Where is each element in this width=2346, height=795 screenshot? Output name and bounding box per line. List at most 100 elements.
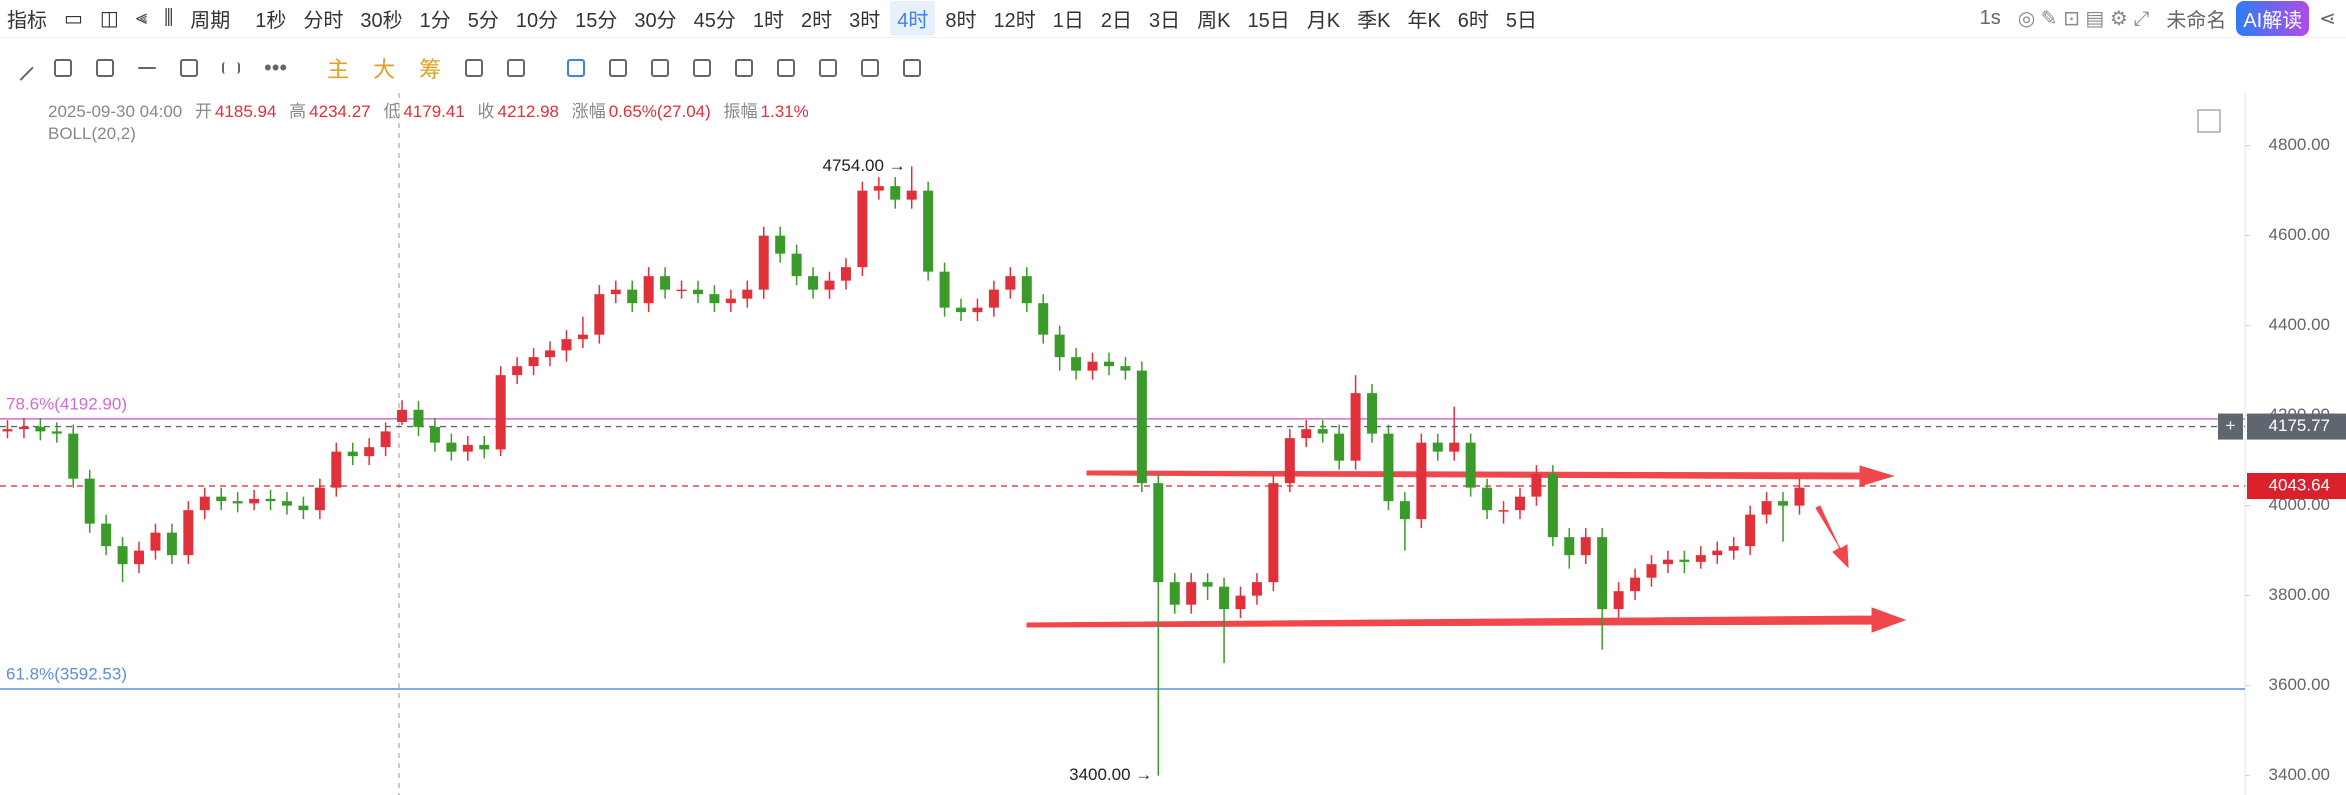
candle-body — [1679, 559, 1690, 562]
period-option[interactable]: 2时 — [801, 10, 833, 32]
tool[interactable]: ••• — [264, 55, 288, 80]
period-option[interactable]: 1秒 — [255, 10, 287, 32]
candle-body — [281, 501, 292, 506]
period-option[interactable]: 8时 — [945, 10, 977, 32]
candle-body — [1514, 496, 1525, 511]
candle-body — [1153, 483, 1164, 583]
candle-body — [692, 289, 703, 295]
candle-body — [824, 280, 835, 290]
period-option[interactable]: 分时 — [303, 10, 344, 32]
candle-body — [577, 334, 588, 340]
share-icon[interactable]: ⋖ — [2319, 8, 2336, 30]
main-button[interactable]: 主 — [327, 57, 350, 82]
y-tick-label: 3800.00 — [2269, 585, 2330, 604]
y-tick-label: 3400.00 — [2269, 765, 2330, 784]
interval[interactable]: 1s — [1979, 7, 2001, 29]
ai-button[interactable]: AI解读 — [2236, 1, 2310, 36]
tool[interactable] — [180, 59, 198, 77]
period-option[interactable]: 15分 — [575, 10, 618, 32]
period-option[interactable]: 30秒 — [360, 10, 403, 32]
candle-body — [479, 444, 490, 450]
layout-name[interactable]: 未命名 — [2166, 10, 2227, 32]
candle-body — [1498, 510, 1509, 512]
label: 高 — [289, 102, 307, 121]
tool[interactable] — [54, 59, 72, 77]
candle-body — [134, 550, 145, 565]
period-option[interactable]: 1日 — [1052, 10, 1084, 32]
tool[interactable] — [222, 62, 240, 74]
tool[interactable] — [693, 59, 712, 77]
period-option[interactable]: 3时 — [849, 10, 881, 32]
candle-body — [512, 366, 523, 376]
icon[interactable]: ⫷ — [135, 7, 148, 29]
candle-body — [232, 501, 243, 504]
tool[interactable] — [567, 59, 586, 77]
period-option[interactable]: 1分 — [419, 10, 451, 32]
period-option[interactable]: 12时 — [993, 10, 1036, 32]
candle-body — [1284, 438, 1295, 484]
tool[interactable] — [861, 59, 880, 77]
indicator-button[interactable]: 指标 — [7, 10, 47, 32]
candle-body — [1120, 366, 1131, 371]
tool[interactable] — [903, 59, 922, 77]
period-option[interactable]: 1时 — [752, 10, 785, 32]
icon[interactable]: ◎ ✎ ⊡ ▤ ⚙ ⤢ — [2017, 8, 2150, 30]
period-option[interactable]: 45分 — [693, 10, 736, 32]
candle-body — [298, 505, 309, 511]
tool[interactable] — [138, 67, 156, 69]
candle-body — [249, 498, 260, 504]
candle-body — [1761, 501, 1772, 515]
chips-button[interactable]: 筹 — [419, 57, 442, 82]
candle-body — [364, 447, 375, 457]
period-option[interactable]: 周K — [1197, 10, 1231, 32]
period-option[interactable]: 年K — [1407, 10, 1441, 32]
candle-body — [1597, 537, 1608, 610]
tool[interactable] — [609, 59, 628, 77]
price-tag — [2247, 413, 2346, 440]
candle-body — [166, 532, 177, 556]
tool[interactable] — [507, 59, 526, 77]
big-button[interactable]: 大 — [373, 57, 396, 82]
expand-icon[interactable] — [2197, 109, 2221, 133]
candle-body — [1235, 595, 1246, 610]
icon[interactable]: ⫼ — [164, 7, 174, 29]
period-option[interactable]: 30分 — [634, 10, 677, 32]
value: 0.65%(27.04) — [608, 102, 711, 121]
period-option[interactable]: 6时 — [1457, 10, 1489, 32]
candle-body — [265, 498, 276, 502]
period-option[interactable]: 季K — [1357, 10, 1391, 32]
candle-body — [725, 298, 736, 304]
tool[interactable] — [819, 59, 838, 77]
period-option[interactable]: 5分 — [467, 10, 499, 32]
candle-body — [216, 496, 227, 502]
candle-body — [1334, 433, 1345, 461]
candle-body — [397, 409, 408, 422]
period-option[interactable]: 15日 — [1247, 10, 1290, 32]
candle-body — [594, 294, 605, 335]
icon[interactable]: ◫ — [99, 8, 119, 30]
tool[interactable] — [8, 55, 34, 81]
y-tick-label: 4600.00 — [2269, 225, 2330, 244]
period-button[interactable]: 周期 — [190, 10, 231, 32]
period-option[interactable]: 月K — [1306, 10, 1341, 32]
candle-body — [1646, 564, 1657, 578]
period-option[interactable]: 2日 — [1100, 10, 1133, 32]
tool[interactable] — [777, 59, 796, 77]
candle-body — [68, 433, 79, 479]
period-option[interactable]: 4时 — [890, 1, 936, 36]
tool[interactable] — [96, 59, 114, 77]
candle-body — [1005, 276, 1016, 290]
label: 收 — [477, 102, 495, 121]
tool[interactable] — [651, 59, 670, 77]
period-option[interactable]: 5日 — [1505, 10, 1538, 32]
period-option[interactable]: 10分 — [515, 10, 559, 32]
tool[interactable] — [465, 59, 484, 77]
candle-body — [331, 451, 342, 488]
candle-body — [380, 431, 391, 448]
period-option[interactable]: 3日 — [1149, 10, 1181, 32]
candle-body — [840, 267, 851, 281]
value: 4185.94 — [214, 102, 277, 121]
icon[interactable]: ▭ — [64, 8, 83, 30]
tool[interactable] — [735, 59, 754, 77]
level-label: 61.8%(3592.53) — [6, 664, 127, 683]
